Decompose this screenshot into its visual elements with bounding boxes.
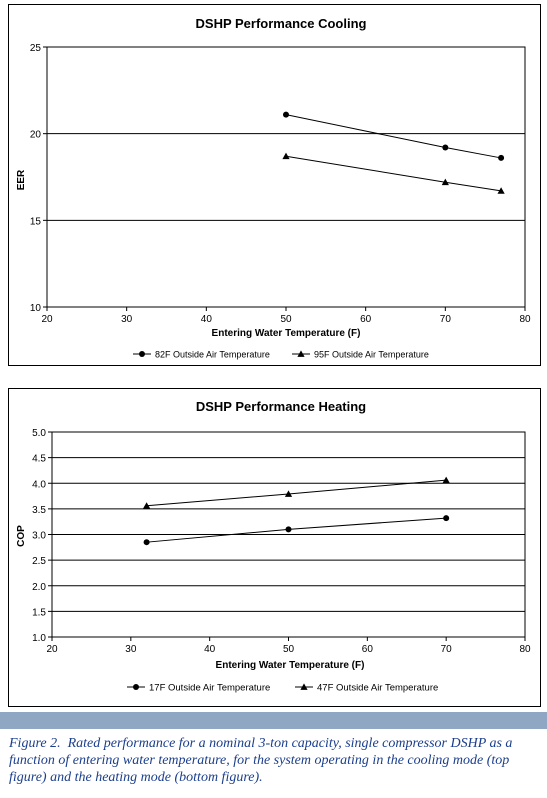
x-tick-label: 60 <box>362 644 374 655</box>
x-tick-label: 70 <box>441 644 453 655</box>
y-tick-label: 4.0 <box>32 479 46 490</box>
data-point-2 <box>497 187 505 194</box>
x-axis-label: Entering Water Temperature (F) <box>212 328 361 339</box>
y-tick-label: 4.5 <box>32 454 46 465</box>
x-tick-label: 40 <box>204 644 216 655</box>
data-point-2 <box>284 490 293 497</box>
y-tick-label: 25 <box>30 43 42 54</box>
data-point-2 <box>441 178 449 186</box>
y-axis-label: EER <box>16 169 27 190</box>
y-tick-label: 3.0 <box>32 531 46 542</box>
y-tick-label: 5.0 <box>32 428 46 439</box>
x-tick-label: 50 <box>283 644 295 655</box>
chart-title: DSHP Performance Heating <box>196 399 366 414</box>
caption-text: Rated performance for a nominal 3-ton ca… <box>9 736 513 785</box>
y-tick-label: 1.0 <box>32 633 46 644</box>
x-tick-label: 70 <box>440 314 452 325</box>
x-tick-label: 80 <box>519 314 531 325</box>
x-tick-label: 30 <box>121 314 133 325</box>
x-tick-label: 30 <box>125 644 137 655</box>
y-tick-label: 3.5 <box>32 505 46 516</box>
caption-lead: Figure 2. <box>9 736 61 751</box>
legend-marker-1 <box>133 684 139 690</box>
chart-title: DSHP Performance Cooling <box>196 16 367 31</box>
data-point-1 <box>143 539 150 546</box>
heating-chart-panel: DSHP Performance Heating 1.0 1.5 2.0 2.5 3.0 3… <box>8 388 541 707</box>
series-line-1 <box>285 114 502 159</box>
legend-label-2: 47F Outside Air Temperature <box>317 683 438 694</box>
x-tick-label: 20 <box>41 314 53 325</box>
legend-label-1: 17F Outside Air Temperature <box>149 683 270 694</box>
series-line-2 <box>285 155 502 192</box>
y-tick-label: 10 <box>30 303 42 314</box>
legend-marker-1 <box>139 351 145 357</box>
y-tick-label: 1.5 <box>32 607 46 618</box>
data-point-1 <box>498 154 505 161</box>
data-point-1 <box>283 111 289 118</box>
series-line-1 <box>146 517 447 543</box>
x-tick-label: 50 <box>280 314 292 325</box>
heating-chart: DSHP Performance Heating 1.0 1.5 2.0 2.5 3.0 3… <box>16 399 531 694</box>
x-axis-label: Entering Water Temperature (F) <box>216 660 365 671</box>
y-axis-label: COP <box>16 525 27 547</box>
caption-band <box>0 712 547 729</box>
figure-caption: Figure 2. Rated performance for a nomina… <box>9 735 539 786</box>
x-tick-label: 20 <box>46 644 58 655</box>
data-point-2 <box>442 476 450 484</box>
data-point-2 <box>143 502 151 509</box>
x-tick-label: 80 <box>519 644 531 655</box>
series-line-2 <box>146 479 447 507</box>
x-tick-label: 40 <box>201 314 213 325</box>
plot-area <box>46 46 526 308</box>
data-point-1 <box>285 526 292 533</box>
cooling-chart-panel: DSHP Performance Cooling 10 15 20 25 20 30 40 50… <box>8 4 541 366</box>
legend-marker-2 <box>297 350 305 357</box>
data-point-1 <box>442 144 449 151</box>
legend-marker-2 <box>300 683 308 690</box>
data-point-1 <box>443 515 450 522</box>
x-tick-label: 60 <box>360 314 372 325</box>
y-tick-label: 20 <box>30 130 42 141</box>
y-tick-label: 2.5 <box>32 556 46 567</box>
y-tick-label: 2.0 <box>32 582 46 593</box>
data-point-2 <box>282 152 290 160</box>
legend-label-2: 95F Outside Air Temperature <box>314 350 429 360</box>
legend-label-1: 82F Outside Air Temperature <box>155 350 270 360</box>
y-tick-label: 15 <box>30 216 42 227</box>
cooling-chart: DSHP Performance Cooling 10 15 20 25 20 30 40 50… <box>16 16 531 360</box>
